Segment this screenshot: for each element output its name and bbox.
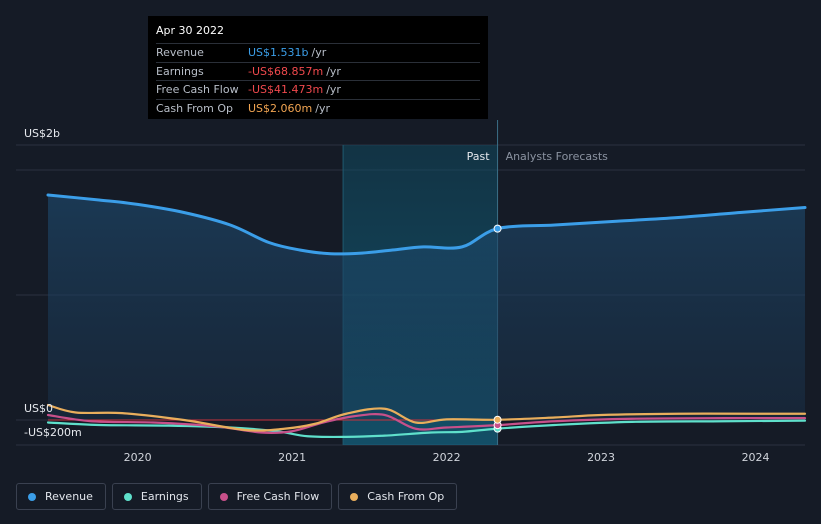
legend-dot-icon (219, 492, 228, 501)
past-label: Past (467, 150, 491, 163)
tooltip-row-free-cash-flow: Free Cash Flow -US$41.473m /yr (156, 80, 480, 99)
marker-cash-from-op (493, 415, 502, 424)
x-tick-label: 2021 (278, 451, 306, 464)
tooltip-date: Apr 30 2022 (156, 24, 225, 37)
tooltip-row-cash-from-op: Cash From Op US$2.060m /yr (156, 98, 480, 118)
x-tick-label: 2024 (742, 451, 770, 464)
legend-item-earnings[interactable]: Earnings (111, 483, 202, 510)
legend-label: Earnings (140, 490, 189, 503)
legend-dot-icon (350, 492, 359, 501)
legend-item-cash-from-op[interactable]: Cash From Op (338, 483, 458, 510)
tooltip-value: -US$41.473m (248, 83, 324, 97)
revenue-area (48, 195, 805, 420)
tooltip-value: US$2.060m (248, 101, 313, 115)
tooltip-label: Free Cash Flow (156, 83, 239, 97)
series-line-cash-from-op (46, 403, 807, 432)
series-line-revenue (46, 193, 807, 256)
y-tick-label: US$0 (24, 402, 53, 415)
area-layer (48, 195, 805, 421)
forecast-label: Analysts Forecasts (506, 150, 609, 163)
label-layer: US$2b US$0 -US$200m 2020 2021 2022 2023 2024 Pas… (24, 127, 770, 464)
tooltip-label: Revenue (156, 46, 204, 60)
legend-item-revenue[interactable]: Revenue (16, 483, 106, 510)
legend-label: Free Cash Flow (236, 490, 320, 503)
series-line-free-cash-flow (46, 413, 807, 435)
legend-dot-icon (28, 492, 36, 501)
tooltip-unit: /yr (311, 46, 327, 60)
tooltip-label: Cash From Op (156, 101, 234, 115)
legend-dot-icon (123, 492, 132, 501)
y-tick-label: US$2b (24, 127, 60, 140)
legend-label: Revenue (45, 490, 93, 503)
legend-item-free-cash-flow[interactable]: Free Cash Flow (207, 483, 333, 510)
legend-label: Cash From Op (367, 490, 445, 503)
tooltip-unit: /yr (315, 101, 330, 115)
legend: Revenue Earnings Free Cash Flow Cash Fro… (16, 483, 458, 510)
x-tick-label: 2022 (433, 451, 461, 464)
marker-revenue (493, 224, 502, 233)
y-tick-label: -US$200m (24, 426, 82, 439)
tooltip-row-revenue: Revenue US$1.531b /yr (156, 43, 480, 62)
tooltip-value: US$1.531b (248, 46, 309, 60)
tooltip-unit: /yr (326, 64, 341, 78)
series-line-earnings (46, 419, 807, 439)
tooltip-value: -US$68.857m (248, 64, 324, 78)
x-tick-label: 2023 (587, 451, 615, 464)
line-layer (46, 193, 807, 439)
tooltip-panel: Apr 30 2022 Revenue US$1.531b /yr Earnin… (148, 16, 488, 119)
tooltip-unit: /yr (326, 83, 341, 97)
x-tick-label: 2020 (124, 451, 152, 464)
tooltip-label: Earnings (156, 64, 204, 78)
tooltip-row-earnings: Earnings -US$68.857m /yr (156, 61, 480, 81)
